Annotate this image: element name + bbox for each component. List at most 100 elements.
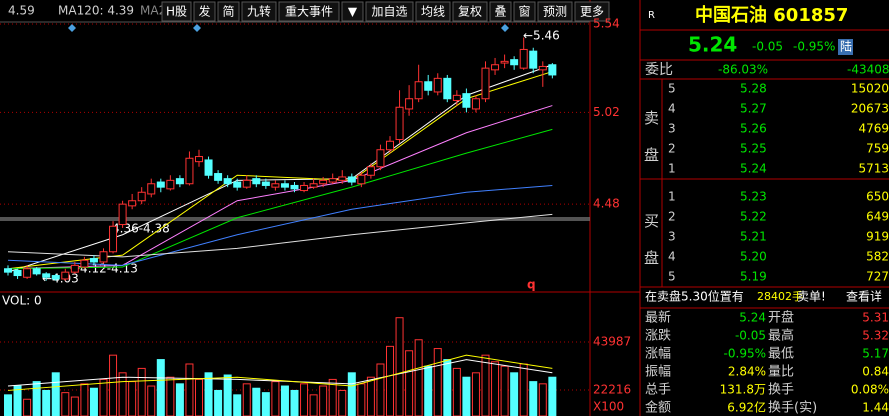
stat-value: 1.44 xyxy=(862,401,889,415)
toolbar-button-frame xyxy=(365,1,414,22)
stat-label: 总手 xyxy=(645,383,671,398)
candle-body xyxy=(290,184,299,190)
level: 4 xyxy=(668,102,676,116)
toolbar-button[interactable]: 简 xyxy=(222,5,234,19)
volume-bar xyxy=(414,339,423,416)
toolbar-button[interactable]: H股 xyxy=(166,5,187,19)
ma-line xyxy=(7,354,553,391)
candle-body xyxy=(386,140,394,151)
stat-label: 最高 xyxy=(768,328,794,344)
price: 5.24 xyxy=(740,162,767,176)
candle-body xyxy=(242,179,251,188)
toolbar-button[interactable]: 窗 xyxy=(518,5,530,19)
volume-bar xyxy=(80,383,89,416)
candle-body xyxy=(89,258,98,263)
candle-body xyxy=(204,159,213,176)
level: 1 xyxy=(668,162,676,176)
candle-body xyxy=(424,81,433,91)
volume-bar xyxy=(338,389,347,416)
price: 5.19 xyxy=(740,270,767,284)
toolbar-button[interactable]: 更多 xyxy=(580,5,604,19)
volume-bar xyxy=(175,383,184,416)
candle-body xyxy=(195,156,203,163)
volume-bar xyxy=(223,374,232,416)
annotation: q xyxy=(527,278,536,292)
candle-body xyxy=(328,178,337,183)
price-info: 4.59 xyxy=(8,4,35,18)
candle-body xyxy=(414,81,423,100)
toolbar-button-frame xyxy=(217,1,240,22)
volume-bar xyxy=(99,378,108,416)
toolbar-button-frame xyxy=(341,1,364,22)
volume: 650 xyxy=(866,190,889,204)
candle-body xyxy=(80,259,89,268)
toolbar-button[interactable]: ▼ xyxy=(348,5,358,19)
candle-body xyxy=(443,77,452,100)
volume-bar xyxy=(242,383,251,416)
volume-bar xyxy=(280,385,289,416)
volume-bar xyxy=(347,372,356,416)
level: 3 xyxy=(668,122,676,136)
candle-body xyxy=(433,77,442,93)
stat-label: 开盘 xyxy=(768,310,794,326)
volume-bar xyxy=(376,363,385,416)
volume-bar xyxy=(395,317,404,416)
candle-body xyxy=(452,94,461,101)
volume: 649 xyxy=(866,210,889,224)
toolbar-button-frame xyxy=(452,1,488,22)
buy-label: 买盘 xyxy=(642,213,660,287)
toolbar-button[interactable]: 重大事件 xyxy=(285,5,333,19)
candle-body xyxy=(271,183,280,188)
toolbar-button-frame xyxy=(513,1,536,22)
candle-body xyxy=(23,268,32,278)
volume-bar xyxy=(538,383,547,416)
candle-body xyxy=(491,64,500,71)
stat-value: 0.08% xyxy=(851,383,889,397)
volume-bar xyxy=(491,361,500,416)
ma-line xyxy=(7,184,553,266)
stat-label: 金额 xyxy=(645,400,671,416)
toolbar-button[interactable]: 复权 xyxy=(458,5,482,19)
toolbar-button[interactable]: 均线 xyxy=(421,5,445,19)
toolbar-button-frame xyxy=(161,1,192,22)
volume-bar xyxy=(4,394,12,416)
price: 5.23 xyxy=(740,190,767,204)
volume-bar xyxy=(405,350,414,416)
volume-bar xyxy=(319,385,328,416)
toolbar-button[interactable]: 九转 xyxy=(247,4,271,19)
volume-bar xyxy=(233,394,242,416)
stat-label: 量比 xyxy=(768,365,794,380)
volume-bar xyxy=(510,372,519,416)
candle-body xyxy=(309,183,318,188)
last-price: 5.24 xyxy=(688,33,737,57)
stat-label: 换手 xyxy=(768,383,794,398)
annotation: ←5.46 xyxy=(523,29,560,43)
volume-bar xyxy=(443,359,452,416)
notice-link[interactable]: 查看详 xyxy=(846,289,882,304)
toolbar-button[interactable]: 叠 xyxy=(494,5,506,19)
volume: 4769 xyxy=(858,122,889,136)
candle-body xyxy=(118,203,127,226)
volume-bar xyxy=(452,367,461,416)
candle-body xyxy=(462,93,471,108)
stat-value: 5.31 xyxy=(862,311,889,325)
candle-body xyxy=(147,183,156,195)
stat-value: 5.17 xyxy=(862,347,889,361)
candle-body xyxy=(405,98,414,110)
volume-bar xyxy=(519,363,528,416)
candle-body xyxy=(214,173,223,181)
toolbar-button[interactable]: 发 xyxy=(198,4,210,19)
toolbar-button[interactable]: 加自选 xyxy=(371,5,407,19)
volume: 919 xyxy=(866,230,889,244)
volume-bar xyxy=(529,381,538,416)
volume-bar xyxy=(61,392,70,416)
candle-body xyxy=(128,200,137,207)
toolbar-button[interactable]: 预测 xyxy=(543,5,567,19)
volume-bar xyxy=(500,365,509,416)
notice: 在卖盘5.30位置有 xyxy=(645,289,744,304)
toolbar-button-frame xyxy=(537,1,573,22)
volume-bar xyxy=(481,354,490,416)
volume-bar xyxy=(70,396,79,416)
